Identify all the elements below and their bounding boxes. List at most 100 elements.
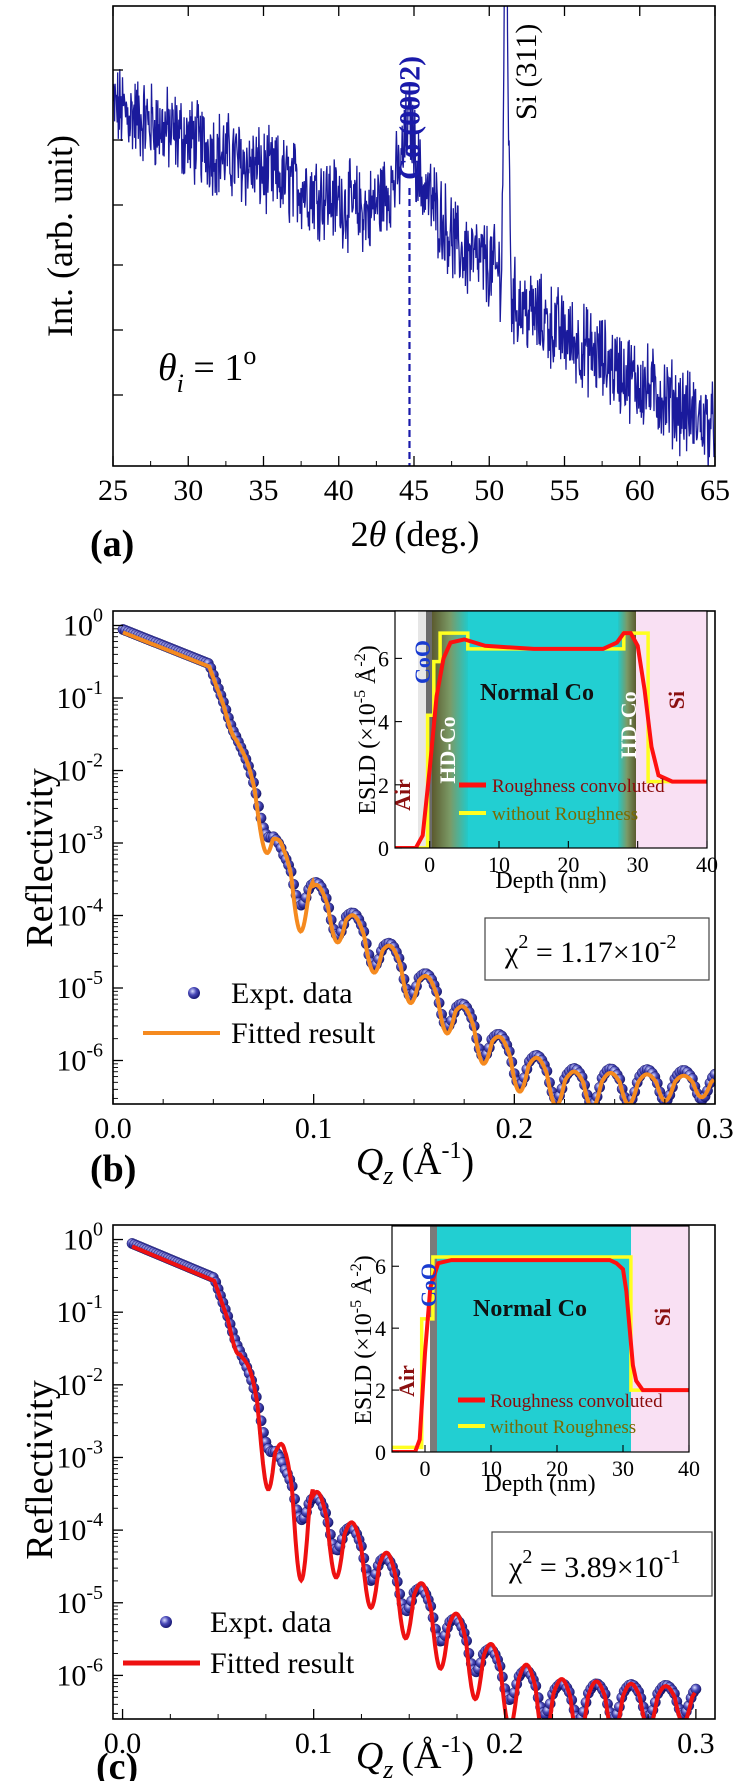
ytick-label: 10-6 [56, 1654, 103, 1692]
ytick-label: 10-4 [56, 895, 103, 933]
ytick-label: 100 [63, 605, 103, 643]
panel-c-xlabel: Qz (Å-1) [356, 1732, 474, 1781]
xtick-label: 0.0 [94, 1112, 132, 1145]
inset-ytick-label: 2 [378, 773, 389, 798]
ytick-label: 100 [63, 1219, 103, 1257]
legend-fit-label: Fitted result [231, 1017, 376, 1050]
inset-xtick-label: 20 [557, 852, 579, 877]
panel-c-frame [112, 1224, 716, 1720]
ytick-label: 10-3 [56, 1436, 103, 1474]
inset-xtick-label: 20 [546, 1456, 568, 1481]
panel-b-inset-frame [394, 610, 708, 849]
region-normal-co-label: Normal Co [480, 680, 594, 706]
region-air-label: Air [390, 779, 415, 811]
panel-c-reflectivity: 0.0 0.1 0.2 0.310010-110-210-310-410-510-6 … [19, 1219, 716, 1781]
a-xtick-label: 50 [474, 474, 504, 507]
inset-xtick-label: 30 [612, 1456, 634, 1481]
chi-square-label: χ2 = 1.17×10-2 [504, 931, 676, 969]
region-si-label: Si [664, 691, 689, 709]
a-xtick-label: 30 [173, 474, 203, 507]
xrd-intensity-line [113, 6, 715, 466]
xtick-label: 0.3 [677, 1727, 715, 1760]
inset-c-xlabel: Depth (nm) [484, 1471, 595, 1497]
legend-expt-marker [188, 987, 200, 999]
inset-b-legend-yellow-label: without Roughness [492, 804, 638, 825]
panel-b-reflectivity: 0.0 0.1 0.2 0.310010-110-210-310-410-510-6 … [19, 605, 734, 1191]
inset-xtick-label: 0 [420, 1456, 431, 1481]
inset-ytick-label: 2 [375, 1378, 386, 1403]
a-xtick-label: 55 [550, 474, 580, 507]
inset-xtick-label: 10 [488, 852, 510, 877]
fitted-result-line [131, 1244, 697, 1719]
panel-a-xlabel: 2θ (deg.) [351, 514, 480, 554]
ytick-label: 10-1 [56, 677, 103, 715]
ytick-label: 10-4 [56, 1509, 103, 1547]
inset-b-ylabel: ESLD (×10-5 Å-2) [352, 645, 381, 815]
region-coo-label-c: CoO [416, 1263, 441, 1307]
co-0002-annotation: Co (0002) [393, 56, 426, 180]
region-hd-co-right-label: HD-Co [616, 691, 641, 758]
expt-data-point [690, 1683, 702, 1695]
inset-ytick-label: 4 [375, 1316, 386, 1341]
legend-expt-label-c: Expt. data [210, 1606, 332, 1639]
panel-c-esld-inset: 0 10 20 30 40 0 2 4 6 ESLD (×10-5 Å-2) Depth (nm… [348, 1225, 700, 1497]
panel-a-xrd: 25 30 35 40 45 50 55 60 65 Int. (arb. unit) 2θ (d… [40, 5, 730, 565]
legend-fit-label-c: Fitted result [210, 1647, 355, 1680]
panel-c-inset-frame [391, 1225, 690, 1453]
inset-xtick-label: 10 [480, 1456, 502, 1481]
inset-b-xlabel: Depth (nm) [495, 868, 606, 894]
a-xtick-label: 25 [98, 474, 128, 507]
a-xtick-label: 65 [700, 474, 730, 507]
region-air-label-c: Air [394, 1365, 419, 1397]
xtick-label: 0.1 [295, 1112, 333, 1145]
ytick-label: 10-5 [56, 1582, 103, 1620]
inset-ytick-label: 0 [378, 836, 389, 861]
si-311-annotation: Si (311) [510, 24, 543, 120]
panel-a-ylabel: Int. (arb. unit) [40, 135, 80, 337]
region-hd-co-left-label: HD-Co [435, 716, 460, 783]
inset-xtick-label: 30 [627, 852, 649, 877]
inset-xtick-label: 40 [678, 1456, 700, 1481]
panel-c-label: (c) [96, 1746, 138, 1781]
panel-a-label: (a) [90, 523, 134, 565]
inset-c-ylabel: ESLD (×10-5 Å-2) [348, 1255, 377, 1425]
esld-without-roughness-line [395, 631, 707, 848]
ytick-label: 10-2 [56, 1364, 103, 1402]
fitted-result-line [122, 630, 715, 1104]
a-xtick-label: 40 [324, 474, 354, 507]
incidence-angle-label: θi = 1o [158, 341, 256, 398]
panel-b-legend: Expt. data Fitted result [143, 977, 376, 1050]
chi-square-box [484, 917, 710, 981]
chi-square-label-c: χ2 = 3.89×10-1 [508, 1546, 680, 1584]
chi-square-box-c [491, 1531, 713, 1597]
ytick-label: 10-2 [56, 750, 103, 788]
esld-roughness-convoluted-line [395, 631, 707, 848]
region-coo-label: CoO [410, 640, 435, 684]
panel-b-esld-inset: 0 10 20 30 40 0 2 4 6 ESLD (×10-5 Å-2) Depth (nm… [352, 610, 718, 894]
xtick-label: 0.2 [486, 1727, 524, 1760]
ytick-label: 10-6 [56, 1040, 103, 1078]
a-xtick-label: 35 [249, 474, 279, 507]
legend-expt-label: Expt. data [231, 977, 353, 1010]
inset-c-legend-yellow-label: without Roughness [490, 1417, 636, 1438]
inset-c-legend-red-label: Roughness convoluted [490, 1391, 663, 1412]
panel-b-xlabel: Qz (Å-1) [356, 1138, 474, 1190]
a-xtick-label: 60 [625, 474, 655, 507]
inset-ytick-label: 6 [375, 1254, 386, 1279]
xtick-label: 0.0 [104, 1727, 142, 1760]
inset-ytick-label: 6 [378, 646, 389, 671]
panel-c-legend: Expt. data Fitted result [123, 1606, 355, 1680]
panel-c-ylabel: Reflectivity [19, 1380, 61, 1559]
region-si-label-c: Si [650, 1308, 675, 1326]
region-normal-co-label-c: Normal Co [473, 1296, 587, 1322]
ytick-label: 10-3 [56, 822, 103, 860]
xtick-label: 0.1 [295, 1727, 333, 1760]
inset-ytick-label: 4 [378, 710, 389, 735]
xtick-label: 0.2 [496, 1112, 534, 1145]
ytick-label: 10-5 [56, 967, 103, 1005]
legend-expt-marker-c [160, 1616, 172, 1628]
xtick-label: 0.3 [696, 1112, 734, 1145]
panel-b-label: (b) [90, 1148, 136, 1190]
panel-b-ylabel: Reflectivity [19, 768, 61, 947]
